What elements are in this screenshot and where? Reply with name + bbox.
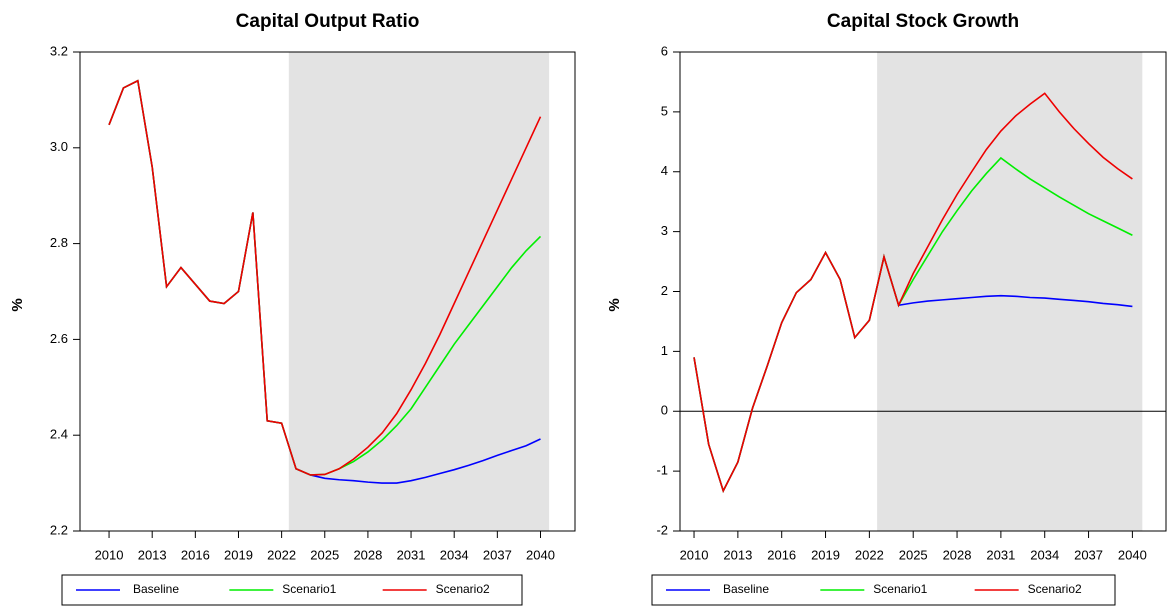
y-tick-label: 2 <box>661 283 668 298</box>
x-tick-label: 2022 <box>855 547 884 562</box>
y-tick-label: 1 <box>661 343 668 358</box>
x-tick-label: 2040 <box>1118 547 1147 562</box>
x-tick-label: 2031 <box>986 547 1015 562</box>
y-tick-label: 5 <box>661 103 668 118</box>
x-tick-label: 2022 <box>267 547 296 562</box>
legend-label: Baseline <box>723 582 769 596</box>
y-tick-label: 6 <box>661 43 668 58</box>
series-line <box>693 92 1133 493</box>
legend-label: Baseline <box>133 582 179 596</box>
y-tick-label: 2.8 <box>50 235 68 250</box>
x-tick-label: 2028 <box>353 547 382 562</box>
y-tick-label: 3.0 <box>50 139 68 154</box>
x-tick-label: 2019 <box>224 547 253 562</box>
y-axis-label: % <box>9 298 26 311</box>
y-tick-label: 4 <box>661 163 668 178</box>
chart-title: Capital Stock Growth <box>827 11 1019 32</box>
chart-title: Capital Output Ratio <box>236 11 420 32</box>
y-axis-label: % <box>606 298 623 311</box>
x-tick-label: 2016 <box>767 547 796 562</box>
x-tick-label: 2010 <box>680 547 709 562</box>
x-tick-label: 2010 <box>95 547 124 562</box>
y-tick-label: -2 <box>656 522 668 537</box>
x-tick-label: 2037 <box>483 547 512 562</box>
y-tick-label: 0 <box>661 403 668 418</box>
y-tick-label: 3 <box>661 223 668 238</box>
legend-label: Scenario1 <box>282 582 336 596</box>
series-line <box>108 79 542 476</box>
x-tick-label: 2013 <box>138 547 167 562</box>
x-tick-label: 2031 <box>397 547 426 562</box>
x-tick-label: 2013 <box>723 547 752 562</box>
legend-label: Scenario2 <box>436 582 490 596</box>
legend-label: Scenario1 <box>873 582 927 596</box>
plot-frame <box>79 51 576 532</box>
shaded-region <box>877 52 1143 531</box>
y-tick-label: 2.4 <box>50 427 68 442</box>
x-tick-label: 2028 <box>943 547 972 562</box>
x-tick-label: 2034 <box>440 547 469 562</box>
y-tick-label: 3.2 <box>50 43 68 58</box>
y-tick-label: -1 <box>656 463 668 478</box>
x-tick-label: 2016 <box>181 547 210 562</box>
shaded-region <box>288 52 550 531</box>
legend-box <box>61 574 523 606</box>
legend-label: Scenario2 <box>1028 582 1082 596</box>
x-tick-label: 2040 <box>526 547 555 562</box>
legend-box <box>651 574 1116 606</box>
plot-frame <box>679 51 1167 532</box>
y-tick-label: 2.6 <box>50 331 68 346</box>
x-tick-label: 2025 <box>310 547 339 562</box>
x-tick-label: 2019 <box>811 547 840 562</box>
x-tick-label: 2037 <box>1074 547 1103 562</box>
x-tick-label: 2025 <box>899 547 928 562</box>
y-tick-label: 2.2 <box>50 522 68 537</box>
x-tick-label: 2034 <box>1030 547 1059 562</box>
